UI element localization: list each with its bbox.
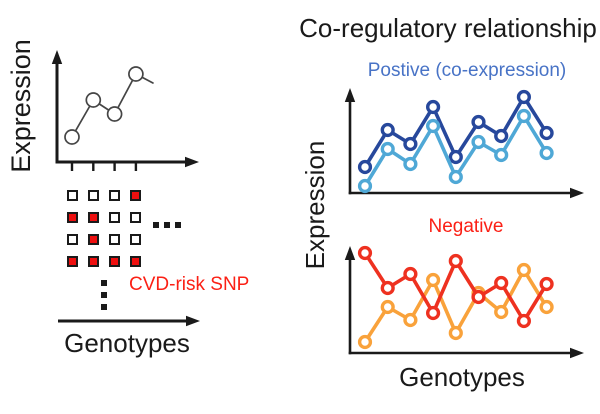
anticorrelated-gene-orange-marker: [494, 304, 509, 320]
anticorrelated-gene-red-marker: [426, 305, 441, 321]
left-x-axis-label: Genotypes: [64, 328, 190, 358]
ellipsis-dot: [101, 292, 107, 298]
x-axis-arrowhead: [570, 347, 584, 359]
coexpressed-gene-dark-blue-marker: [403, 136, 418, 152]
anticorrelated-gene-red-marker: [403, 266, 418, 282]
snp-cell-risk: [109, 256, 121, 268]
coexpressed-gene-dark-blue-marker: [494, 128, 509, 144]
coexpressed-gene-dark-blue-marker: [357, 159, 373, 175]
positive-coexpression-plot: [344, 88, 584, 199]
left-y-axis-label: Expression: [6, 39, 36, 173]
expression-by-genotype-marker: [106, 106, 123, 122]
anticorrelated-gene-orange-marker: [426, 272, 441, 288]
coexpressed-gene-light-blue-marker: [516, 108, 532, 124]
snp-cell-risk: [130, 189, 142, 201]
anticorrelated-gene-orange-marker: [516, 262, 532, 278]
genotypes-axis-arrow: [58, 315, 200, 327]
ellipsis-dot: [175, 222, 181, 228]
y-axis-arrowhead: [344, 88, 356, 102]
right-y-axis-label: Expression: [300, 140, 330, 270]
snp-cell-normal: [66, 234, 78, 246]
coexpressed-gene-dark-blue-marker: [471, 114, 486, 130]
anticorrelated-gene-orange-marker: [448, 325, 463, 341]
snp-cell-risk: [87, 256, 99, 268]
coexpressed-gene-dark-blue-marker: [539, 125, 554, 141]
coexpressed-gene-light-blue-marker: [448, 169, 463, 185]
anticorrelated-gene-orange-marker: [380, 299, 395, 315]
anticorrelated-gene-red-marker: [539, 276, 554, 292]
coexpressed-gene-light-blue-marker: [380, 141, 395, 157]
snp-cell-risk: [87, 211, 99, 223]
positive-plot-label: Postive (co-expression): [367, 60, 567, 81]
anticorrelated-gene-red-marker: [516, 313, 532, 329]
ellipsis-dot: [101, 304, 107, 310]
expression-by-genotype-marker: [64, 129, 80, 145]
snp-cell-normal: [130, 211, 142, 223]
anticorrelated-gene-orange-marker: [539, 299, 554, 315]
coexpressed-gene-dark-blue-marker: [380, 122, 395, 138]
cvd-risk-snp-caption: CVD-risk SNP: [129, 274, 250, 295]
snp-cell-normal: [109, 189, 121, 201]
coexpressed-gene-light-blue-marker: [357, 178, 373, 194]
coexpressed-gene-light-blue-marker: [539, 145, 554, 161]
snp-cell-normal: [87, 189, 99, 201]
y-axis-arrowhead: [344, 246, 356, 260]
eqtl-plot: [51, 50, 199, 171]
right-x-axis-label: Genotypes: [399, 362, 525, 392]
panel-title: Co-regulatory relationship: [299, 13, 597, 43]
coexpressed-gene-light-blue-marker: [494, 147, 509, 163]
coexpressed-gene-dark-blue-marker: [426, 99, 441, 115]
snp-cell-normal: [66, 189, 78, 201]
anticorrelated-gene-red-marker: [357, 245, 373, 261]
snp-cell-normal: [109, 234, 121, 246]
ellipsis-dot: [101, 280, 107, 286]
snp-cell-risk: [130, 256, 142, 268]
y-axis-arrowhead: [51, 50, 63, 64]
coexpressed-gene-light-blue-marker: [471, 134, 486, 150]
coexpressed-gene-light-blue-marker: [426, 118, 441, 134]
snp-cell-risk: [66, 256, 78, 268]
anticorrelated-gene-red-marker: [380, 280, 395, 296]
anticorrelated-gene-orange-marker: [357, 334, 373, 350]
anticorrelated-gene-red-marker: [448, 253, 463, 269]
snp-cell-risk: [66, 211, 78, 223]
negative-coexpression-plot: [344, 245, 584, 359]
negative-plot-label: Negative: [428, 216, 504, 237]
ellipsis-dot: [164, 222, 170, 228]
genotypes-arrow-head: [186, 315, 200, 327]
coexpressed-gene-dark-blue-marker: [448, 149, 463, 165]
expression-by-genotype-marker: [128, 66, 144, 82]
x-axis-arrowhead: [185, 156, 199, 168]
expression-by-genotype-marker: [85, 92, 102, 108]
anticorrelated-gene-red-marker: [471, 289, 486, 305]
coexpressed-gene-light-blue-marker: [403, 156, 418, 172]
anticorrelated-gene-red-marker: [494, 275, 509, 291]
ellipsis-dot: [153, 222, 159, 228]
x-axis-arrowhead: [570, 187, 584, 199]
anticorrelated-gene-orange-marker: [403, 312, 418, 328]
snp-cell-risk: [87, 234, 99, 246]
coexpressed-gene-dark-blue-marker: [516, 89, 532, 105]
snp-cell-normal: [109, 211, 121, 223]
snp-cell-normal: [130, 234, 142, 246]
